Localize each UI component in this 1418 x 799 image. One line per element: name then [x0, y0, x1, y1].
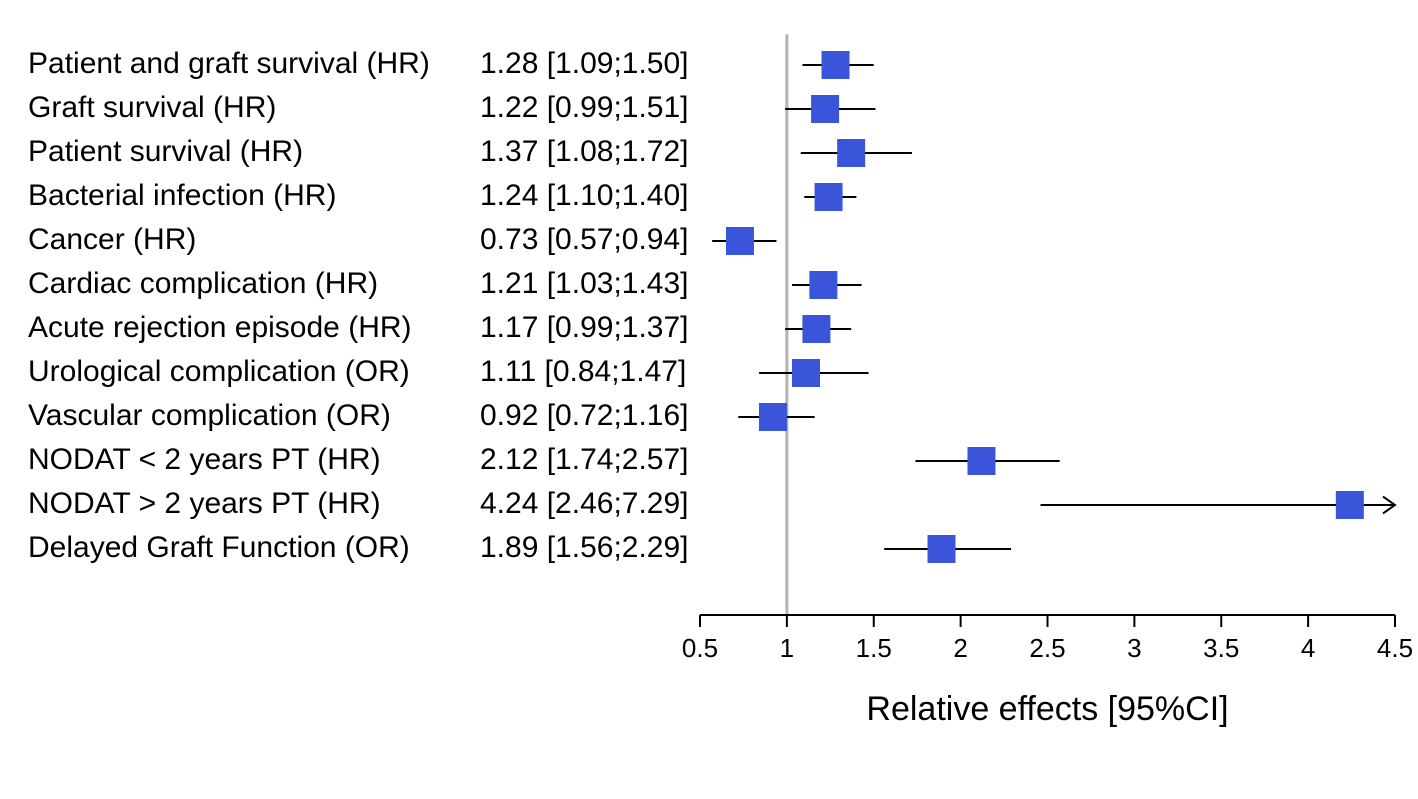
- row-label: Acute rejection episode (HR): [28, 311, 412, 344]
- row-label: Urological complication (OR): [28, 355, 410, 388]
- x-tick-label: 4: [1301, 633, 1315, 663]
- row-estimate: 1.11 [0.84;1.47]: [480, 355, 686, 388]
- point-marker: [1336, 491, 1364, 519]
- x-tick-label: 1: [780, 633, 794, 663]
- point-marker: [759, 403, 787, 431]
- row-label: Bacterial infection (HR): [28, 179, 336, 212]
- point-marker: [822, 51, 850, 79]
- row-label: Patient survival (HR): [28, 135, 303, 168]
- point-marker: [837, 139, 865, 167]
- row-label: NODAT < 2 years PT (HR): [28, 443, 381, 476]
- row-estimate: 4.24 [2.46;7.29]: [480, 487, 689, 520]
- point-marker: [726, 227, 754, 255]
- x-tick-label: 3.5: [1203, 633, 1239, 663]
- point-marker: [792, 359, 820, 387]
- x-tick-label: 0.5: [682, 633, 718, 663]
- row-estimate: 1.22 [0.99;1.51]: [480, 91, 689, 124]
- x-tick-label: 2.5: [1029, 633, 1065, 663]
- row-estimate: 0.92 [0.72;1.16]: [480, 399, 689, 432]
- row-label: Graft survival (HR): [28, 91, 276, 124]
- row-estimate: 1.17 [0.99;1.37]: [480, 311, 689, 344]
- row-label: Patient and graft survival (HR): [28, 47, 430, 80]
- point-marker: [928, 535, 956, 563]
- x-tick-label: 1.5: [856, 633, 892, 663]
- point-marker: [967, 447, 995, 475]
- row-label: Vascular complication (OR): [28, 399, 391, 432]
- forest-plot: Patient and graft survival (HR) 1.28 [1.0…: [0, 0, 1418, 799]
- row-label: Cancer (HR): [28, 223, 196, 256]
- point-marker: [809, 271, 837, 299]
- point-marker: [802, 315, 830, 343]
- point-marker: [811, 95, 839, 123]
- row-estimate: 0.73 [0.57;0.94]: [480, 223, 689, 256]
- x-tick-label: 3: [1127, 633, 1141, 663]
- row-estimate: 1.21 [1.03;1.43]: [480, 267, 689, 300]
- row-estimate: 1.24 [1.10;1.40]: [480, 179, 689, 212]
- x-tick-label: 4.5: [1377, 633, 1413, 663]
- row-estimate: 1.89 [1.56;2.29]: [480, 531, 689, 564]
- row-estimate: 1.28 [1.09;1.50]: [480, 47, 689, 80]
- row-label: Cardiac complication (HR): [28, 267, 378, 300]
- x-axis-title: Relative effects [95%CI]: [866, 690, 1228, 728]
- row-label: Delayed Graft Function (OR): [28, 531, 410, 564]
- x-tick-label: 2: [953, 633, 967, 663]
- row-estimate: 2.12 [1.74;2.57]: [480, 443, 689, 476]
- row-estimate: 1.37 [1.08;1.72]: [480, 135, 689, 168]
- point-marker: [815, 183, 843, 211]
- row-label: NODAT > 2 years PT (HR): [28, 487, 381, 520]
